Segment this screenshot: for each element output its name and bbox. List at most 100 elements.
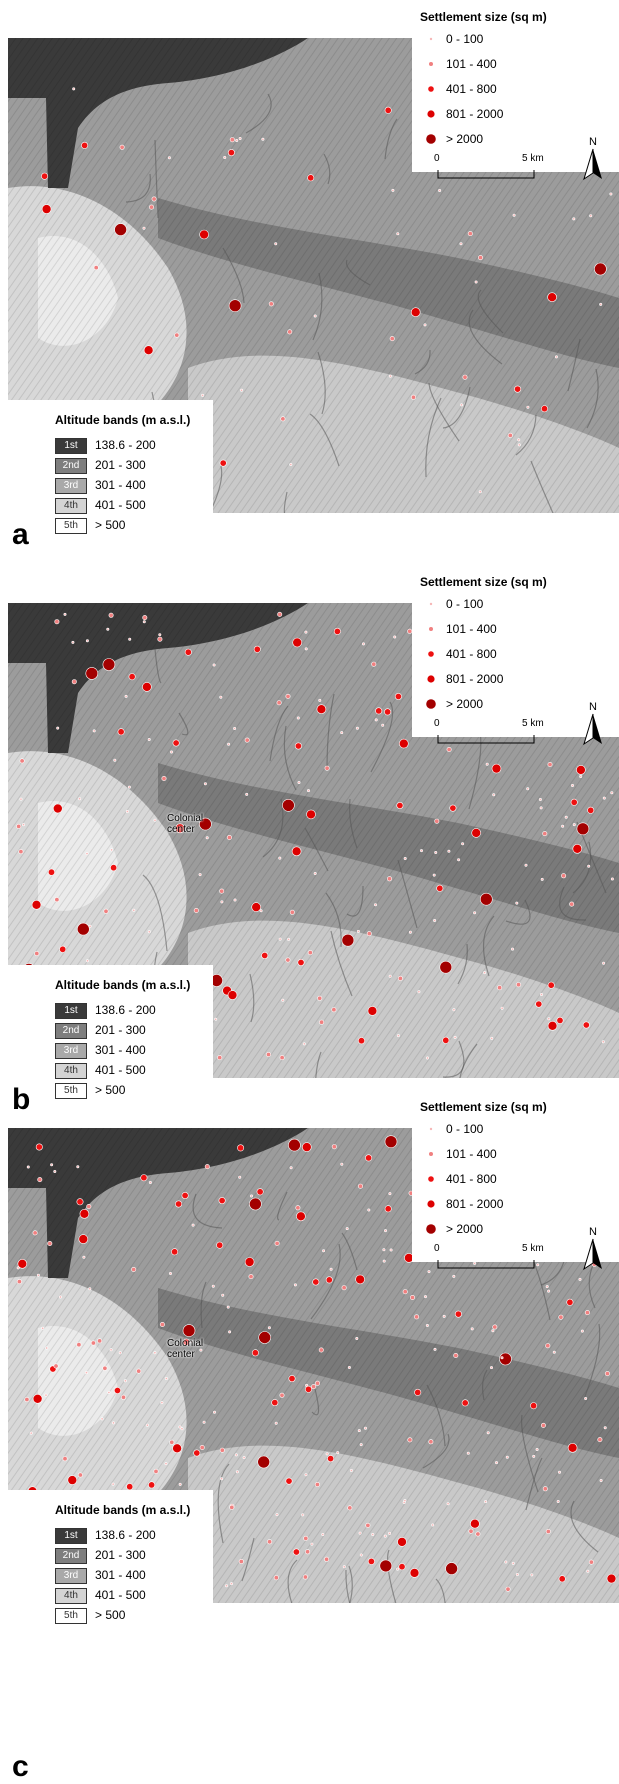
stream-line — [317, 351, 326, 415]
settlement-marker — [467, 231, 473, 237]
settlement-marker — [221, 1293, 225, 1297]
size-class-label: > 2000 — [446, 132, 484, 146]
settlement-marker — [261, 137, 265, 141]
altitude-band-swatch: 5th — [55, 1608, 87, 1624]
stream-line — [397, 859, 418, 929]
settlement-marker — [143, 345, 154, 356]
settlement-marker — [512, 213, 516, 217]
settlement-marker — [62, 1456, 68, 1462]
settlement-marker — [547, 762, 553, 768]
settlement-marker — [78, 1234, 89, 1244]
settlement-marker — [71, 679, 77, 685]
settlement-marker — [164, 1377, 168, 1381]
settlement-marker — [172, 1443, 182, 1454]
settlement-marker — [106, 627, 110, 631]
settlement-marker — [355, 726, 359, 730]
settlement-marker — [313, 314, 317, 318]
stream-line — [525, 1457, 543, 1511]
settlement-marker — [428, 1439, 434, 1445]
settlement-marker — [174, 332, 180, 338]
stream-line — [277, 1191, 288, 1221]
altitude-range-label: 138.6 - 200 — [95, 438, 156, 452]
settlement-marker — [396, 1034, 400, 1038]
settlement-marker — [16, 823, 22, 829]
north-arrow-icon: N — [583, 701, 602, 746]
size-class-label: > 2000 — [446, 697, 484, 711]
settlement-marker — [547, 1289, 551, 1293]
settlement-marker — [457, 858, 461, 862]
settlement-marker — [425, 1056, 429, 1060]
settlement-marker — [199, 1348, 203, 1352]
settlement-marker — [485, 762, 489, 766]
settlement-marker — [556, 1499, 560, 1503]
settlement-marker — [202, 1420, 206, 1424]
settlement-marker — [294, 742, 302, 750]
settlement-marker — [244, 1257, 255, 1267]
settlement-marker — [542, 831, 548, 837]
settlement-marker — [409, 1568, 420, 1578]
settlement-marker — [117, 728, 125, 736]
settlement-marker — [462, 374, 468, 380]
settlement-marker — [382, 1248, 386, 1252]
settlement-marker — [212, 663, 216, 667]
settlement-marker — [552, 1350, 556, 1354]
settlement-marker — [570, 784, 574, 788]
settlement-marker — [517, 443, 521, 447]
settlement-marker — [148, 1481, 156, 1489]
settlement-size-legend: Settlement size (sq m) 0 - 100 101 - 400 40… — [412, 565, 619, 746]
settlement-marker — [427, 1270, 431, 1274]
settlement-marker — [434, 851, 438, 855]
settlement-marker — [388, 1192, 392, 1196]
settlement-marker — [147, 738, 151, 742]
settlement-marker — [301, 1142, 312, 1152]
settlement-symbol — [427, 110, 435, 118]
settlement-marker — [310, 1542, 314, 1546]
settlement-marker — [384, 1205, 392, 1213]
settlement-marker — [461, 842, 465, 846]
settlement-marker — [530, 1573, 534, 1577]
settlement-marker — [218, 1197, 226, 1205]
settlement-marker — [341, 1285, 347, 1291]
altitude-band-swatch: 3rd — [55, 1043, 87, 1059]
scale-bar — [437, 1260, 535, 1269]
settlement-marker — [36, 1273, 40, 1277]
north-arrow-icon: N — [583, 136, 602, 181]
settlement-marker — [140, 1174, 148, 1182]
settlement-marker — [50, 1163, 54, 1167]
settlement-marker — [223, 156, 227, 160]
settlement-marker — [110, 864, 118, 872]
settlement-marker — [41, 172, 49, 180]
settlement-marker — [459, 242, 463, 246]
settlement-marker — [355, 1274, 365, 1285]
settlement-marker — [532, 1454, 536, 1458]
settlement-marker — [572, 844, 583, 854]
settlement-marker — [304, 1385, 312, 1393]
stream-line — [588, 1262, 596, 1309]
settlement-symbol — [429, 1127, 433, 1131]
stream-line — [241, 1537, 255, 1582]
altitude-range-label: 401 - 500 — [95, 1063, 146, 1077]
settlement-marker — [225, 1584, 229, 1588]
settlement-marker — [453, 1035, 457, 1039]
settlement-marker — [35, 1143, 43, 1151]
settlement-marker — [524, 863, 528, 867]
settlement-marker — [102, 1365, 108, 1371]
altitude-band-swatch: 3rd — [55, 478, 87, 494]
settlement-marker — [291, 846, 302, 857]
settlement-marker — [473, 1261, 477, 1265]
settlement-marker — [579, 775, 583, 779]
settlement-marker — [34, 950, 40, 956]
stream-line — [345, 259, 371, 286]
settlement-marker — [602, 961, 606, 965]
colonial-center-label-line: center — [167, 824, 195, 835]
settlement-marker — [142, 682, 152, 692]
settlement-marker — [281, 998, 285, 1002]
stream-line — [192, 1193, 223, 1229]
settlement-marker — [367, 1006, 378, 1016]
settlement-marker — [446, 1502, 450, 1506]
settlement-marker — [230, 1582, 234, 1586]
settlement-marker — [32, 1230, 38, 1236]
settlement-symbol — [429, 1152, 433, 1156]
stream-line — [505, 899, 531, 925]
settlement-marker — [365, 1154, 373, 1162]
